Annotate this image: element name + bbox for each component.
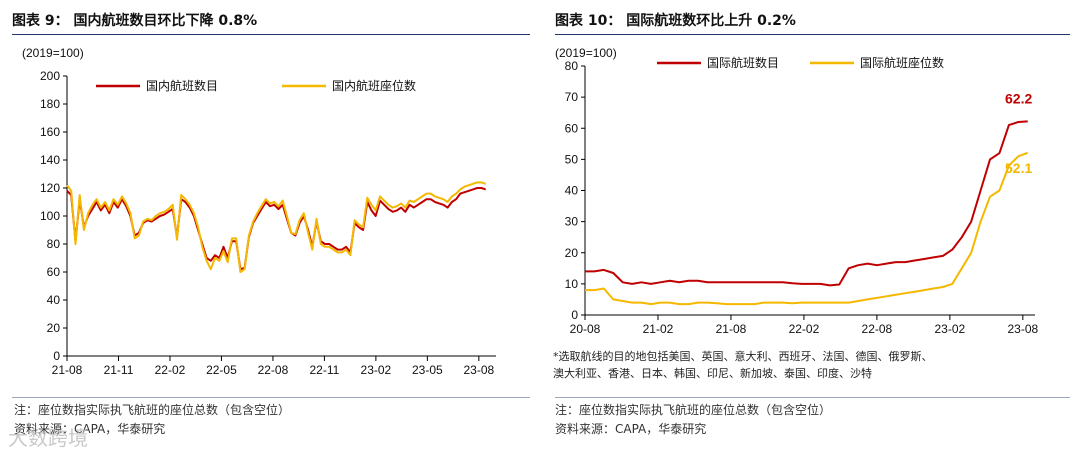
- right-y-tick-label: 80: [565, 59, 579, 73]
- right-end-label-0: 62.2: [1005, 90, 1032, 106]
- left-x-tick-label: 21-08: [52, 363, 83, 377]
- left-figure-title: 图表 9： 国内航班数目环比下降 0.8%: [12, 13, 258, 29]
- left-y-tick-label: 0: [53, 349, 60, 363]
- left-footer-rule: [12, 397, 530, 398]
- right-y-tick-label: 70: [565, 90, 579, 104]
- right-destinations-note-line2: 澳大利亚、香港、日本、韩国、印尼、新加坡、泰国、印度、沙特: [553, 367, 872, 380]
- left-x-tick-label: 23-08: [463, 363, 494, 377]
- right-series-line-0: [585, 120, 1028, 287]
- right-legend-label-0: 国际航班数目: [707, 55, 779, 70]
- left-y-tick-label: 140: [40, 153, 60, 167]
- right-end-label-1: 52.1: [1005, 160, 1032, 176]
- right-title-rule: [555, 34, 1070, 35]
- right-y-tick-label: 30: [565, 215, 579, 229]
- left-x-tick-label: 23-02: [361, 363, 392, 377]
- left-y-tick-label: 20: [47, 321, 61, 335]
- left-series-line-0: [66, 187, 487, 271]
- left-y-axis-unit: (2019=100): [22, 46, 84, 60]
- left-x-tick-label: 22-05: [206, 363, 237, 377]
- left-legend-label-1: 国内航班座位数: [332, 78, 416, 93]
- right-y-tick-label: 40: [565, 184, 579, 198]
- right-legend-label-1: 国际航班座位数: [860, 55, 944, 70]
- left-series-line-1: [66, 181, 487, 273]
- left-legend-label-0: 国内航班数目: [146, 78, 218, 93]
- right-destinations-note-line1: *选取航线的目的地包括美国、英国、意大利、西班牙、法国、德国、俄罗斯、: [553, 350, 933, 363]
- right-series-line-1: [585, 151, 1029, 306]
- left-x-tick-label: 22-02: [155, 363, 186, 377]
- right-x-tick-label: 20-08: [570, 322, 601, 336]
- left-source: 资料来源：CAPA，华泰研究: [14, 422, 166, 436]
- right-y-axis-unit: (2019=100): [555, 46, 617, 60]
- right-line-chart: 0 10 20 30 40 50 60 70 80 20-08 21-02 21-08 22-02 22-…: [565, 55, 1039, 336]
- right-x-tick-label: 22-02: [789, 322, 820, 336]
- left-y-tick-label: 80: [47, 237, 61, 251]
- right-x-tick-label: 23-02: [935, 322, 966, 336]
- right-y-tick-label: 60: [565, 121, 579, 135]
- right-x-tick-label: 21-08: [716, 322, 747, 336]
- right-x-tick-label: 23-08: [1007, 322, 1038, 336]
- right-x-tick-label: 22-08: [862, 322, 893, 336]
- left-note: 注：座位数指实际执飞航班的座位总数（包含空位）: [14, 403, 291, 417]
- left-x-tick-label: 22-08: [258, 363, 289, 377]
- right-y-tick-label: 10: [565, 277, 579, 291]
- left-y-tick-label: 180: [40, 97, 60, 111]
- right-source: 资料来源：CAPA，华泰研究: [555, 422, 707, 436]
- left-y-tick-label: 60: [47, 265, 61, 279]
- right-y-tick-label: 0: [571, 308, 578, 322]
- right-note: 注：座位数指实际执飞航班的座位总数（包含空位）: [555, 403, 832, 417]
- right-y-tick-label: 20: [565, 246, 579, 260]
- right-figure-panel: 图表 10： 国际航班数环比上升 0.2% (2019=100) 0 10 20 30…: [545, 0, 1080, 459]
- left-figure-panel: 图表 9： 国内航班数目环比下降 0.8% (2019=100) 0 20 40 60…: [12, 13, 530, 436]
- watermark-logo: 大数跨境: [8, 426, 88, 450]
- left-y-tick-label: 120: [40, 181, 60, 195]
- left-y-tick-label: 200: [40, 69, 60, 83]
- left-x-tick-label: 23-05: [412, 363, 443, 377]
- right-y-tick-label: 50: [565, 152, 579, 166]
- right-footer-rule: [555, 397, 1070, 398]
- left-y-tick-label: 100: [40, 209, 60, 223]
- left-y-tick-label: 40: [47, 293, 61, 307]
- right-x-tick-label: 21-02: [643, 322, 674, 336]
- left-x-tick-label: 21-11: [104, 363, 134, 377]
- left-title-rule: [12, 34, 530, 35]
- left-x-tick-label: 22-11: [309, 363, 339, 377]
- left-y-tick-label: 160: [40, 125, 60, 139]
- right-figure-title: 图表 10： 国际航班数环比上升 0.2%: [555, 13, 796, 29]
- left-line-chart: 0 20 40 60 80 100 120 140 160 180 200 21-08 21-11 22-…: [40, 69, 496, 377]
